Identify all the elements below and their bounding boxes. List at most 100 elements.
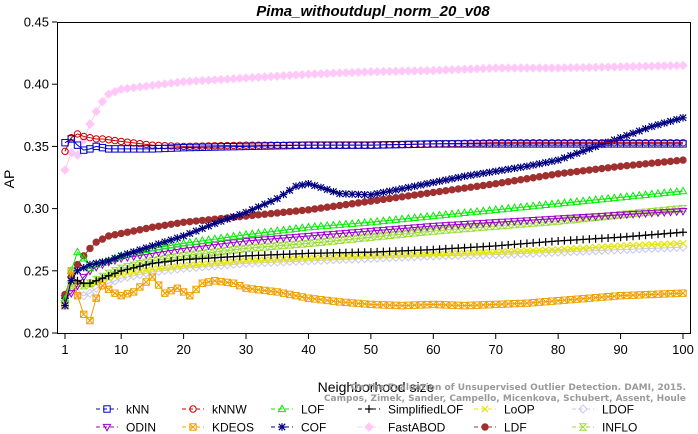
data-point-inflo xyxy=(266,242,276,251)
data-point-cof xyxy=(648,122,656,131)
data-point-odin xyxy=(541,216,551,225)
data-point-inflo xyxy=(254,243,263,252)
data-point-ldf xyxy=(498,179,506,187)
x-tick-label: 20 xyxy=(176,342,190,357)
data-point-loop xyxy=(385,251,394,260)
data-point-lof xyxy=(597,194,607,203)
data-point-cof xyxy=(498,166,506,174)
data-point-lof xyxy=(572,196,582,205)
data-point-simplifiedlof xyxy=(98,274,107,283)
data-point-inflo xyxy=(553,217,563,225)
series-kdeos xyxy=(61,267,687,325)
data-point-loop xyxy=(454,250,462,258)
data-point-loop xyxy=(136,267,144,276)
legend-label-knnw: kNNW xyxy=(212,403,247,417)
legend-item-knnw: kNNW xyxy=(182,403,247,417)
data-point-lof xyxy=(522,201,532,210)
data-point-odin xyxy=(416,223,426,232)
data-point-kdeos xyxy=(129,288,138,296)
data-point-loop xyxy=(460,249,469,258)
data-point-lof xyxy=(591,195,601,203)
plot-frame xyxy=(57,22,691,334)
data-point-simplifiedlof xyxy=(123,265,132,274)
data-point-fastabod xyxy=(509,63,520,73)
data-point-lof xyxy=(666,187,675,196)
data-point-cof xyxy=(516,163,525,171)
data-point-inflo xyxy=(566,216,576,224)
data-point-fastabod xyxy=(91,106,101,117)
legend-marker-simplifiedlof xyxy=(365,405,373,413)
data-point-ldf xyxy=(516,176,525,184)
data-point-fastabod xyxy=(590,62,601,72)
data-point-cof xyxy=(392,186,400,194)
data-point-loop xyxy=(523,247,531,255)
data-point-ldf xyxy=(73,260,82,269)
data-point-inflo xyxy=(335,236,345,245)
data-point-lof xyxy=(179,238,189,247)
data-point-simplifiedlof xyxy=(117,266,126,275)
data-point-lof xyxy=(547,199,557,208)
data-point-ldf xyxy=(385,194,394,203)
data-point-cof xyxy=(179,232,188,240)
data-point-cof xyxy=(529,161,537,169)
data-point-cof xyxy=(429,178,438,187)
data-point-odin xyxy=(291,233,301,242)
y-axis-label: AP xyxy=(1,170,17,189)
data-point-loop xyxy=(311,254,319,262)
data-point-loop xyxy=(298,254,306,263)
data-point-loop xyxy=(329,253,338,261)
data-point-ldf xyxy=(310,205,319,213)
data-point-kdeos xyxy=(173,284,182,292)
data-point-lof xyxy=(73,247,82,256)
data-point-inflo xyxy=(260,243,270,251)
data-point-odin xyxy=(247,237,257,246)
data-point-cof xyxy=(654,121,662,129)
data-point-ldf xyxy=(279,208,288,217)
data-point-cof xyxy=(242,208,250,217)
data-point-ldf xyxy=(92,238,100,246)
data-point-cof xyxy=(379,188,388,197)
data-point-simplifiedlof xyxy=(110,269,119,278)
data-point-lof xyxy=(397,214,407,223)
data-point-lof xyxy=(578,196,588,205)
x-tick-label: 10 xyxy=(114,342,128,357)
data-point-ldf xyxy=(554,170,562,178)
data-point-loop xyxy=(217,259,225,267)
data-point-ldf xyxy=(566,168,575,176)
data-point-fastabod xyxy=(540,63,551,73)
data-point-cof xyxy=(348,190,356,198)
data-point-loop xyxy=(248,256,256,265)
data-point-odin xyxy=(460,221,469,229)
data-point-cof xyxy=(635,127,644,135)
data-point-inflo xyxy=(285,241,295,249)
data-point-fastabod xyxy=(578,62,588,73)
data-point-lof xyxy=(584,195,594,204)
data-point-simplifiedlof xyxy=(148,259,157,268)
data-point-loop xyxy=(398,251,406,259)
data-point-lof xyxy=(428,211,438,220)
data-point-inflo xyxy=(622,210,632,218)
y-tick-label: 0.20 xyxy=(24,326,49,341)
legend-marker-odin xyxy=(102,423,112,432)
data-point-ldf xyxy=(560,169,569,177)
data-point-lof xyxy=(385,215,395,224)
legend-marker-ldf xyxy=(481,423,489,431)
data-point-odin xyxy=(634,210,644,219)
legend-marker-knn xyxy=(103,405,111,413)
data-point-simplifiedlof xyxy=(92,276,101,285)
data-point-ldof xyxy=(103,278,114,288)
data-point-lof xyxy=(247,229,257,238)
data-point-ldf xyxy=(410,191,419,199)
data-point-inflo xyxy=(110,267,120,275)
data-point-cof xyxy=(173,234,182,242)
data-point-cof xyxy=(385,187,394,195)
data-point-cof xyxy=(373,189,381,198)
data-point-loop xyxy=(435,250,444,259)
data-point-inflo xyxy=(316,238,326,246)
x-axis: 1 10 20 30 40 50 60 70 80 90 100 xyxy=(61,334,694,357)
data-point-lof xyxy=(266,226,276,235)
data-point-odin xyxy=(410,224,420,233)
data-point-fastabod xyxy=(609,62,620,72)
data-point-ldf xyxy=(635,160,644,169)
data-point-odin xyxy=(597,212,607,221)
